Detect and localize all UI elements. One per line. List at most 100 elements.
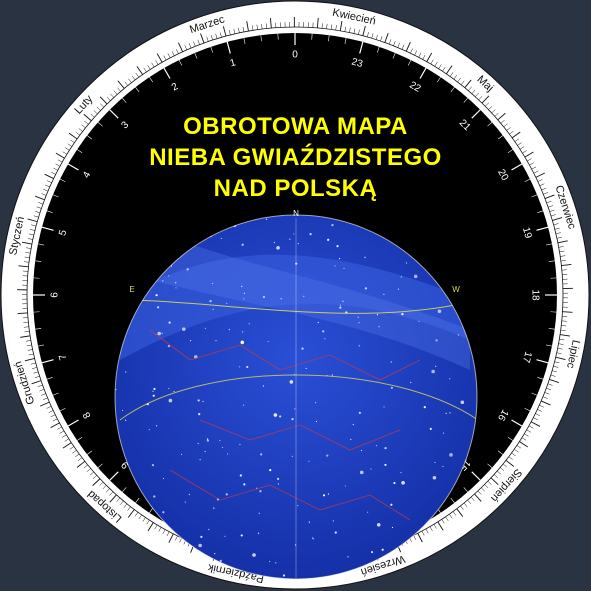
month-tick [89, 471, 94, 476]
star [401, 313, 404, 316]
month-tick [47, 180, 52, 183]
hour-tick [86, 135, 93, 140]
star [161, 332, 163, 335]
month-tick [560, 329, 566, 331]
star [327, 493, 330, 495]
month-tick [553, 223, 559, 226]
month-tick [477, 490, 482, 495]
month-tick [488, 105, 493, 110]
month-tick [559, 338, 565, 341]
star [435, 365, 437, 367]
star [273, 413, 278, 417]
title-line-1: OBROTOWA MAPA [183, 113, 408, 140]
hour-label: 2 [170, 81, 181, 94]
star [315, 420, 318, 423]
hour-tick [122, 487, 127, 493]
month-tick [45, 184, 50, 188]
star [449, 378, 451, 380]
month-tick [24, 256, 30, 258]
star [401, 480, 405, 485]
month-tick [55, 152, 65, 159]
month-tick [78, 128, 83, 132]
hour-tick [59, 407, 66, 412]
month-tick [251, 25, 254, 31]
month-tick [25, 252, 31, 254]
month-tick [496, 470, 502, 475]
star [378, 326, 380, 328]
star [151, 464, 155, 467]
star [239, 474, 242, 477]
star [204, 327, 206, 330]
star [344, 485, 347, 487]
star [391, 526, 394, 529]
star [308, 521, 310, 523]
star [259, 490, 262, 493]
month-tick [110, 93, 114, 98]
star [400, 472, 402, 474]
hour-tick [407, 59, 412, 66]
hour-tick [86, 450, 93, 455]
hour-tick [52, 194, 59, 198]
star [434, 461, 436, 464]
month-tick [549, 209, 555, 212]
hour-tick [260, 35, 262, 42]
hour-tick [52, 392, 59, 396]
month-tick [413, 535, 417, 540]
month-tick [344, 26, 346, 32]
star [172, 574, 174, 576]
hour-tick [67, 163, 79, 171]
month-tick [503, 123, 508, 128]
month-tick [68, 132, 78, 140]
month-tick [316, 17, 319, 28]
star [336, 245, 339, 248]
hour-tick [67, 419, 79, 427]
star [390, 361, 392, 363]
month-tick [549, 378, 559, 383]
star [370, 550, 374, 554]
star [331, 224, 334, 227]
month-label: Lipiec [564, 339, 582, 370]
star [214, 553, 216, 555]
star [186, 268, 189, 271]
star [157, 331, 161, 336]
month-tick [493, 474, 498, 478]
star [309, 233, 312, 236]
hour-tick [76, 436, 83, 441]
star [449, 412, 451, 414]
star [279, 415, 282, 418]
month-tick [39, 389, 45, 392]
month-tick [384, 32, 389, 43]
month-tick [502, 463, 508, 468]
month-tick [109, 491, 114, 496]
month-tick [116, 497, 121, 502]
star [184, 501, 186, 503]
month-tick [511, 131, 521, 139]
star [311, 537, 314, 539]
month-tick [445, 65, 453, 75]
star [276, 246, 280, 250]
hour-tick [450, 497, 455, 504]
star [367, 511, 369, 513]
star [208, 528, 210, 531]
month-tick [233, 28, 236, 34]
month-tick [146, 519, 150, 525]
hour-tick [531, 392, 538, 396]
month-tick [184, 45, 188, 50]
month-tick [72, 450, 77, 454]
month-tick [531, 166, 537, 170]
star [238, 366, 241, 368]
month-tick [517, 142, 522, 146]
month-tick [48, 410, 54, 413]
month-tick [24, 358, 35, 362]
month-tick [560, 260, 566, 262]
month-tick [478, 96, 483, 101]
month-tick [516, 445, 522, 449]
month-tick [535, 413, 540, 416]
star [334, 265, 336, 267]
star [291, 418, 294, 421]
star [291, 455, 293, 457]
month-tick [380, 36, 383, 42]
star [339, 304, 341, 306]
hour-tick [178, 59, 183, 66]
month-tick [178, 42, 184, 52]
